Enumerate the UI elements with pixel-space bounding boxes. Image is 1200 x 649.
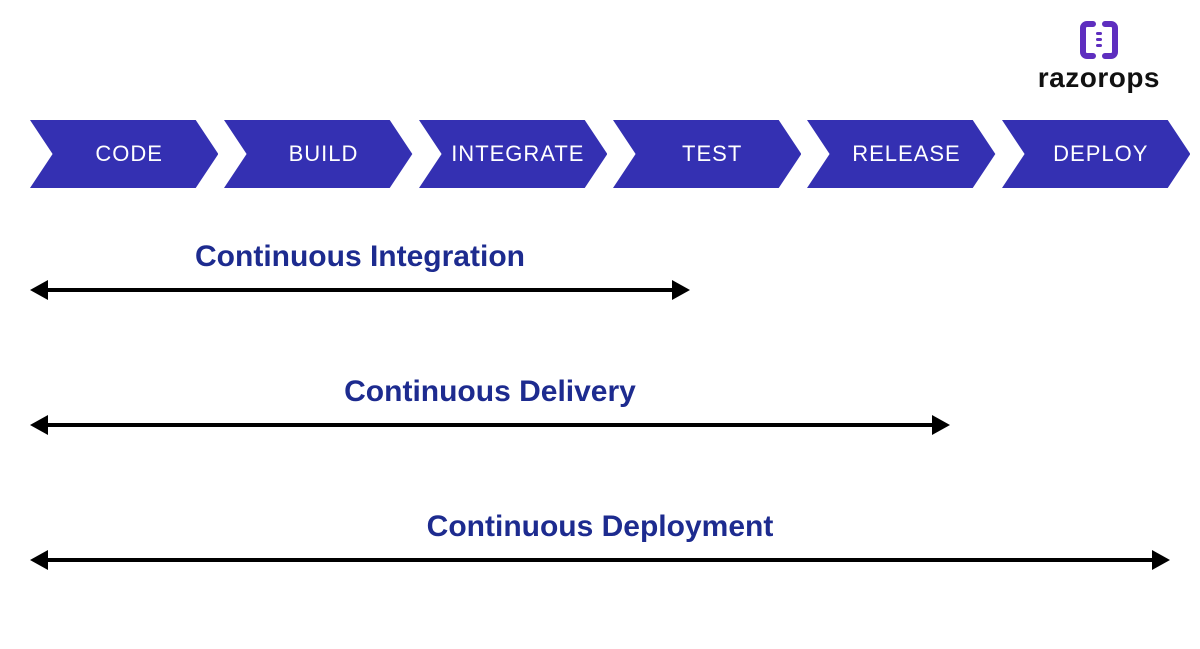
pipeline-step-label: RELEASE	[807, 120, 995, 188]
pipeline-step: BUILD	[224, 120, 412, 188]
double-arrow-icon	[30, 415, 950, 435]
pipeline-steps: CODEBUILDINTEGRATETESTRELEASEDEPLOY	[30, 120, 1190, 188]
brand-logo-icon	[1079, 20, 1119, 60]
span-label: Continuous Integration	[30, 240, 690, 274]
pipeline-step: TEST	[613, 120, 801, 188]
pipeline-step: RELEASE	[807, 120, 995, 188]
pipeline-step-label: TEST	[613, 120, 801, 188]
span-range: Continuous Deployment	[30, 510, 1170, 570]
pipeline-step-label: CODE	[30, 120, 218, 188]
double-arrow-icon	[30, 280, 690, 300]
pipeline-step-label: INTEGRATE	[419, 120, 607, 188]
double-arrow-icon	[30, 550, 1170, 570]
pipeline-step-label: BUILD	[224, 120, 412, 188]
pipeline-step: CODE	[30, 120, 218, 188]
span-label: Continuous Delivery	[30, 375, 950, 409]
brand-logo: razorops	[1038, 20, 1160, 94]
brand-logo-text: razorops	[1038, 62, 1160, 94]
pipeline-step: DEPLOY	[1002, 120, 1190, 188]
pipeline-step: INTEGRATE	[419, 120, 607, 188]
span-range: Continuous Integration	[30, 240, 690, 300]
pipeline-step-label: DEPLOY	[1002, 120, 1190, 188]
span-range: Continuous Delivery	[30, 375, 950, 435]
span-label: Continuous Deployment	[30, 510, 1170, 544]
diagram-canvas: razorops CODEBUILDINTEGRATETESTRELEASEDE…	[0, 0, 1200, 649]
